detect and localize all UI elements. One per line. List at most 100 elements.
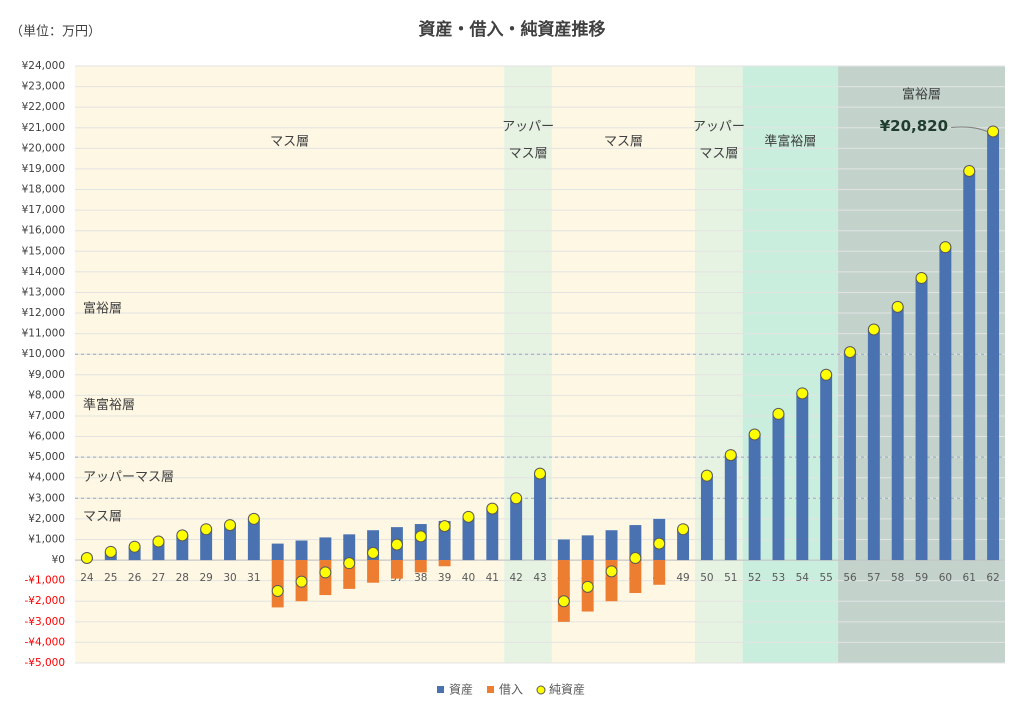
legend-swatch — [487, 686, 494, 693]
x-tick-label: 56 — [843, 572, 857, 584]
y-tick-label: ¥14,000 — [22, 266, 65, 278]
net-dot — [319, 566, 332, 579]
net-dot — [891, 300, 904, 313]
bar — [271, 560, 284, 608]
x-tick-label: 40 — [462, 572, 475, 584]
net-dot — [200, 523, 213, 536]
y-tick-label: ¥8,000 — [28, 389, 65, 401]
bar — [557, 539, 570, 561]
x-tick-label: 31 — [247, 572, 260, 584]
bar — [963, 170, 976, 561]
y-tick-label: ¥1,000 — [28, 533, 65, 545]
net-dot — [700, 469, 713, 482]
bar — [629, 525, 642, 561]
band-label: アッパー — [693, 120, 745, 135]
bar — [343, 534, 356, 561]
y-tick-label: ¥5,000 — [28, 451, 65, 463]
net-dot — [915, 272, 928, 285]
bar — [772, 413, 785, 561]
x-tick-label: 29 — [199, 572, 212, 584]
net-dot — [653, 537, 666, 550]
x-tick-label: 27 — [152, 572, 165, 584]
bar — [176, 535, 189, 561]
bar — [295, 540, 308, 561]
bar — [414, 560, 427, 573]
net-dot — [152, 535, 165, 548]
x-tick-label: 55 — [819, 572, 832, 584]
net-dot — [390, 538, 403, 551]
y-tick-label: ¥23,000 — [22, 81, 65, 93]
bar — [629, 560, 642, 594]
net-dot — [80, 552, 93, 565]
y-tick-label: -¥5,000 — [24, 657, 65, 669]
bar — [844, 352, 856, 561]
net-dot — [247, 512, 260, 525]
net-dot — [128, 540, 141, 553]
net-dot — [605, 565, 618, 578]
net-dot — [557, 595, 570, 608]
bar — [319, 537, 332, 561]
net-dot — [867, 323, 880, 336]
x-tick-label: 26 — [128, 572, 142, 584]
y-tick-label: -¥2,000 — [24, 595, 65, 607]
x-tick-label: 25 — [104, 572, 117, 584]
net-dot — [748, 428, 761, 441]
bar — [748, 434, 761, 561]
bar — [247, 518, 260, 561]
annotation-leader — [951, 126, 988, 132]
net-dot — [939, 241, 952, 254]
band-label: マス層 — [509, 147, 548, 162]
net-dot — [772, 407, 785, 420]
net-dot — [534, 467, 546, 480]
y-tick-label: ¥24,000 — [22, 60, 65, 72]
net-dot — [104, 545, 117, 558]
bar — [200, 529, 213, 561]
bar — [581, 535, 594, 561]
legend-label: 資産 — [449, 682, 473, 697]
tier-label: 準富裕層 — [83, 397, 135, 413]
tier-band — [504, 66, 552, 663]
x-tick-label: 43 — [533, 572, 546, 584]
y-tick-label: ¥19,000 — [22, 163, 65, 175]
net-dot — [295, 575, 308, 588]
y-tick-label: ¥11,000 — [22, 328, 65, 340]
x-tick-label: 30 — [223, 572, 236, 584]
bar — [605, 560, 618, 602]
net-dot — [343, 557, 356, 570]
chart-title: 資産・借入・純資産推移 — [419, 19, 606, 40]
bar — [867, 329, 880, 561]
x-tick-label: 52 — [748, 572, 761, 584]
net-dot — [820, 368, 833, 381]
tier-band — [75, 66, 505, 663]
legend-swatch — [437, 686, 444, 693]
y-tick-label: ¥3,000 — [28, 492, 65, 504]
bar — [510, 498, 523, 561]
y-tick-label: ¥22,000 — [22, 101, 65, 113]
net-dot — [796, 387, 809, 400]
bar — [367, 530, 380, 561]
bar — [486, 508, 499, 561]
bar — [271, 543, 284, 561]
x-tick-label: 42 — [509, 572, 522, 584]
y-tick-label: ¥10,000 — [22, 348, 65, 360]
net-dot — [987, 125, 1000, 138]
tier-band — [551, 66, 695, 663]
bar — [438, 560, 451, 567]
bar — [796, 393, 809, 561]
y-tick-label: ¥12,000 — [22, 307, 65, 319]
x-tick-label: 51 — [724, 572, 737, 584]
x-tick-label: 38 — [414, 572, 427, 584]
bar — [677, 529, 690, 561]
bar — [438, 520, 451, 561]
y-tick-label: ¥20,000 — [22, 142, 65, 154]
bar — [128, 546, 141, 561]
unit-label: （単位：万円） — [10, 24, 101, 40]
y-tick-label: -¥1,000 — [24, 575, 65, 587]
x-tick-label: 57 — [867, 572, 880, 584]
tier-label: アッパーマス層 — [83, 470, 174, 485]
bar — [557, 560, 570, 622]
net-dot — [176, 529, 189, 542]
x-tick-label: 39 — [438, 572, 451, 584]
net-dot — [963, 164, 976, 177]
y-tick-label: -¥4,000 — [24, 636, 65, 648]
